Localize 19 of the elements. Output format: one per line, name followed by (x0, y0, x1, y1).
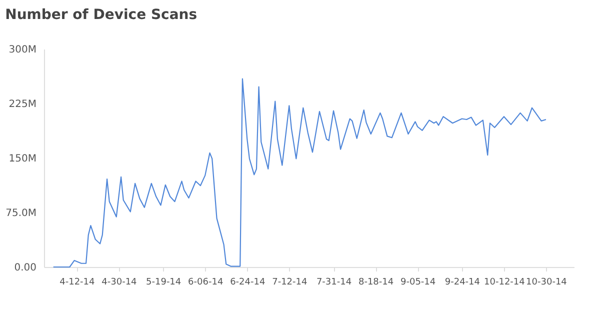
x-tick-label: 10-30-14 (526, 278, 568, 288)
x-tick-label: 4-30-14 (102, 278, 138, 288)
x-tick-label: 9-05-14 (400, 278, 436, 288)
x-tick-label: 10-12-14 (484, 278, 526, 288)
y-tick-label: 75.0M (6, 208, 36, 219)
x-tick-label: 9-24-14 (444, 278, 480, 288)
line-series (52, 78, 547, 268)
x-tick-label: 4-12-14 (60, 278, 96, 288)
x-tick-label: 5-19-14 (146, 278, 182, 288)
x-tick-label: 7-31-14 (316, 278, 352, 288)
x-tick-label: 6-06-14 (188, 278, 224, 288)
x-tick-label: 6-24-14 (230, 278, 266, 288)
y-tick-label: 0.00 (14, 262, 36, 274)
x-tick-label: 8-18-14 (358, 278, 394, 288)
y-tick-label: 225M (8, 99, 36, 110)
y-tick-label: 300M (8, 44, 36, 56)
x-tick-label: 7-12-14 (272, 278, 308, 288)
chart-title: Number of Device Scans (5, 7, 198, 23)
y-tick-label: 150M (8, 154, 36, 164)
